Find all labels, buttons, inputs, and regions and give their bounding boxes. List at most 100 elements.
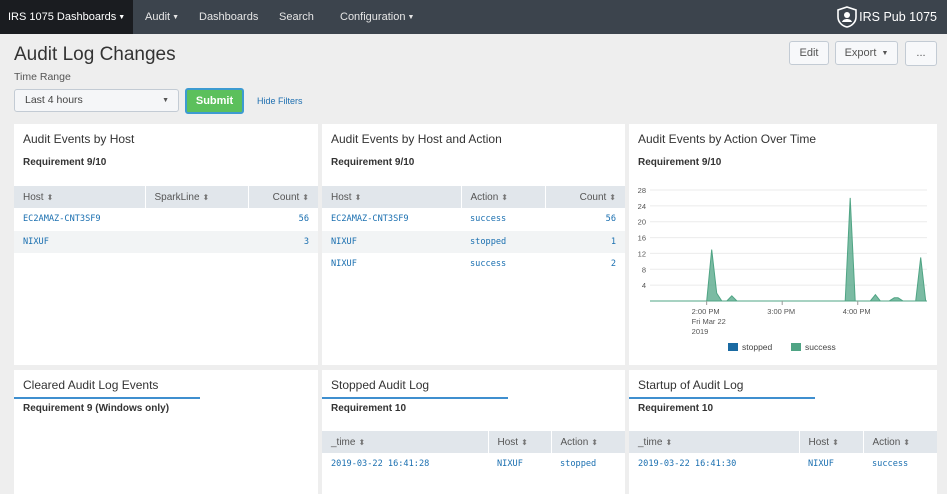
page-title: Audit Log Changes [14, 44, 176, 65]
sort-icon: ⬍ [591, 437, 598, 447]
y-tick-label: 12 [638, 249, 646, 258]
requirement-label: Requirement 9/10 [331, 157, 415, 168]
startup-table: _time ⬍ Host ⬍ Action ⬍ 2019-03-22 16:41:30… [629, 431, 937, 476]
sort-icon: ⬍ [832, 437, 839, 447]
table-row: EC2AMAZ-CNT3SF9 success 56 [322, 208, 625, 231]
cell-host[interactable]: NIXUF [497, 459, 523, 470]
cell-count[interactable]: 56 [605, 214, 616, 225]
cell-count[interactable]: 3 [248, 230, 318, 253]
cell-action[interactable]: stopped [560, 459, 597, 470]
sort-icon: ⬍ [665, 437, 673, 447]
chevron-down-icon: ▼ [881, 50, 889, 57]
cell-count[interactable]: 56 [298, 214, 309, 225]
legend-item-stopped[interactable]: stopped [728, 342, 772, 352]
x-tick-sublabel: Fri Mar 22 [692, 317, 726, 326]
panel-startup-of-audit-log: Startup of Audit Log Requirement 10 _tim… [629, 370, 937, 494]
edit-button[interactable]: Edit [789, 41, 829, 65]
export-label: Export [844, 47, 877, 59]
chevron-down-icon: ▼ [118, 14, 126, 21]
cell-time[interactable]: 2019-03-22 16:41:28 [331, 459, 430, 470]
title-underline [629, 397, 815, 399]
hide-filters-link[interactable]: Hide Filters [257, 96, 303, 106]
column-header-host[interactable]: Host ⬍ [14, 186, 146, 208]
nav-audit[interactable]: Audit ▼ [145, 0, 179, 34]
sort-icon: ⬍ [501, 192, 508, 202]
column-header-host[interactable]: Host ⬍ [799, 431, 864, 453]
column-header-action[interactable]: Action ⬍ [863, 431, 937, 453]
panel-title: Startup of Audit Log [638, 378, 744, 392]
cell-host[interactable]: NIXUF [331, 259, 357, 270]
table-row: NIXUF success 2 [322, 253, 625, 276]
cell-sparkline [145, 208, 248, 231]
requirement-label: Requirement 10 [331, 403, 407, 414]
shield-logo-icon [837, 6, 857, 28]
legend-label: success [805, 342, 836, 352]
panel-cleared-audit-log-events: Cleared Audit Log Events Requirement 9 (… [14, 370, 318, 494]
panel-audit-events-by-action-over-time: Audit Events by Action Over Time Require… [629, 124, 937, 365]
panel-title: Audit Events by Host [23, 132, 135, 146]
y-tick-label: 28 [638, 186, 646, 195]
chevron-down-icon: ▼ [162, 97, 169, 104]
more-button[interactable]: ... [905, 41, 937, 66]
table-row: EC2AMAZ-CNT3SF9 56 [14, 208, 318, 231]
panel-title: Stopped Audit Log [331, 378, 430, 392]
table-row: 2019-03-22 16:41:28 NIXUF stopped [322, 453, 625, 476]
table-row: 2019-03-22 16:41:30 NIXUF success [629, 453, 937, 476]
panel-title: Audit Events by Action Over Time [638, 132, 817, 146]
table-row: NIXUF stopped 1 [322, 230, 625, 253]
legend-swatch-success [791, 343, 801, 351]
nav-configuration[interactable]: Configuration ▼ [340, 0, 414, 34]
cell-count[interactable]: 2 [610, 259, 616, 270]
stopped-table: _time ⬍ Host ⬍ Action ⬍ 2019-03-22 16:41:28… [322, 431, 625, 476]
cell-action[interactable]: success [470, 259, 507, 270]
requirement-label: Requirement 9/10 [23, 157, 107, 168]
panel-stopped-audit-log: Stopped Audit Log Requirement 10 _time ⬍ … [322, 370, 625, 494]
column-header-time[interactable]: _time ⬍ [629, 431, 800, 453]
chevron-down-icon: ▼ [407, 14, 415, 21]
cell-host[interactable]: EC2AMAZ-CNT3SF9 [331, 214, 409, 225]
cell-host[interactable]: EC2AMAZ-CNT3SF9 [23, 214, 101, 225]
column-header-count[interactable]: Count ⬍ [545, 186, 625, 208]
column-header-action[interactable]: Action ⬍ [551, 431, 625, 453]
cell-time[interactable]: 2019-03-22 16:41:30 [638, 459, 737, 470]
cell-action[interactable]: success [470, 214, 507, 225]
cell-count[interactable]: 1 [545, 230, 625, 253]
cell-host[interactable]: NIXUF [322, 230, 461, 253]
cell-action[interactable]: success [872, 459, 909, 470]
submit-button[interactable]: Submit [185, 88, 244, 114]
time-range-dropdown[interactable]: Last 4 hours ▼ [14, 89, 179, 112]
column-header-host[interactable]: Host ⬍ [488, 431, 552, 453]
chevron-down-icon: ▼ [172, 14, 180, 21]
column-header-time[interactable]: _time ⬍ [322, 431, 489, 453]
panel-audit-events-by-host-and-action: Audit Events by Host and Action Requirem… [322, 124, 625, 365]
x-tick-sublabel: 2019 [692, 327, 709, 335]
column-header-action[interactable]: Action ⬍ [461, 186, 546, 208]
legend-swatch-stopped [728, 343, 738, 351]
sort-icon: ⬍ [521, 437, 528, 447]
sort-icon: ⬍ [202, 192, 210, 202]
nav-dashboards[interactable]: Dashboards [199, 11, 259, 23]
requirement-label: Requirement 9/10 [638, 157, 722, 168]
series-area-success[interactable] [650, 197, 927, 302]
column-header-host[interactable]: Host ⬍ [322, 186, 462, 208]
column-header-count[interactable]: Count ⬍ [248, 186, 318, 208]
top-nav: IRS 1075 Dashboards ▼ Audit ▼ Dashboards S… [0, 0, 947, 34]
export-button[interactable]: Export ▼ [835, 41, 898, 65]
x-tick-label: 4:00 PM [843, 307, 871, 316]
nav-app-menu[interactable]: IRS 1075 Dashboards ▼ [0, 0, 134, 34]
by-host-action-table: Host ⬍ Action ⬍ Count ⬍ EC2AMAZ-CNT3SF9 suc… [322, 186, 625, 276]
y-tick-label: 16 [638, 234, 646, 243]
cell-host[interactable]: NIXUF [14, 230, 145, 253]
sort-icon: ⬍ [302, 192, 309, 202]
sort-icon: ⬍ [903, 437, 910, 447]
cell-host[interactable]: NIXUF [808, 459, 834, 470]
cell-action[interactable]: stopped [461, 230, 545, 253]
by-host-table: Host ⬍ SparkLine ⬍ Count ⬍ EC2AMAZ-CNT3SF9 … [14, 186, 318, 253]
title-underline [14, 397, 200, 399]
nav-search[interactable]: Search [279, 11, 314, 23]
legend-item-success[interactable]: success [791, 342, 836, 352]
y-tick-label: 24 [638, 202, 646, 211]
sort-icon: ⬍ [354, 192, 362, 202]
column-header-sparkline[interactable]: SparkLine ⬍ [145, 186, 249, 208]
